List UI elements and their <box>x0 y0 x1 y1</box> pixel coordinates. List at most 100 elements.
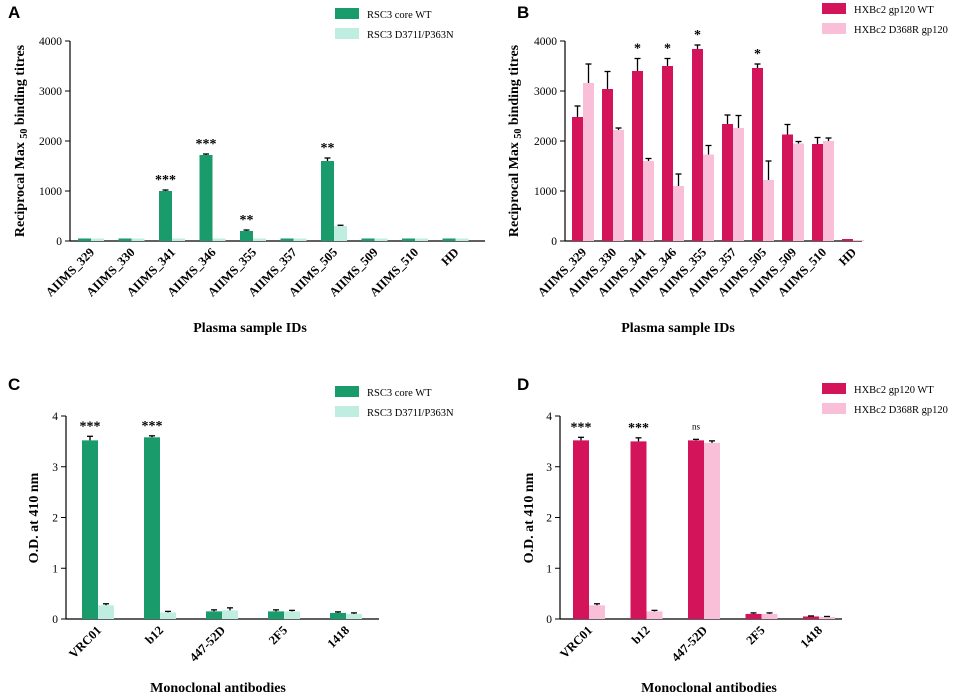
y-tick-label: 0 <box>52 614 58 626</box>
bar-mutant <box>415 238 428 241</box>
legend-label: HXBc2 gp120 WT <box>854 385 934 396</box>
y-tick-label: 0 <box>56 236 62 248</box>
bar-mutant <box>613 130 624 241</box>
bar-wt <box>82 440 98 619</box>
y-tick-label: 1000 <box>39 186 62 198</box>
y-tick-label: 2000 <box>534 136 557 148</box>
y-axis-title: Reciprocal Max 50 binding titres <box>507 44 524 237</box>
y-axis-title-subscript: 50 <box>513 129 524 139</box>
bar-wt <box>803 616 819 619</box>
bar-wt <box>812 144 823 241</box>
y-tick-label: 4 <box>52 411 58 423</box>
bar-wt <box>330 612 346 619</box>
bar-wt <box>842 239 853 241</box>
panel-letter: C <box>8 375 20 394</box>
significance-annotation: * <box>634 42 641 57</box>
y-axis-title: Reciprocal Max 50 binding titres <box>13 44 30 237</box>
legend-swatch-wt <box>335 8 359 19</box>
bar-mutant <box>455 238 469 241</box>
significance-annotation: *** <box>628 421 649 436</box>
x-category-label: 2F5 <box>743 623 767 647</box>
x-category-label: 2F5 <box>266 623 290 647</box>
x-category-label: VRC01 <box>66 623 104 661</box>
panel-C: C 0 1 2 3 4 O.D. at 410 nm Monoclonal antibodie… <box>8 375 454 696</box>
bar-mutant <box>583 83 594 241</box>
bar-mutant <box>763 180 774 241</box>
panel-B: B 0 1000 2000 3000 4000 Reciprocal Max 50 bind… <box>507 3 948 336</box>
bar-wt <box>630 441 647 619</box>
legend-swatch-wt <box>335 386 359 397</box>
y-tick-label: 2000 <box>39 136 62 148</box>
significance-annotation: *** <box>80 419 101 434</box>
y-tick-label: 3000 <box>534 86 557 98</box>
bar-mutant <box>346 613 362 619</box>
bar-wt <box>632 71 643 241</box>
bar-wt <box>572 117 583 241</box>
y-tick-label: 4 <box>546 411 552 423</box>
bar-wt <box>199 155 213 241</box>
significance-annotation: ** <box>240 213 254 228</box>
bar-wt <box>78 238 91 241</box>
legend-swatch-wt <box>822 3 846 14</box>
y-axis-title-part: binding titres <box>507 44 522 128</box>
bar-wt <box>662 66 673 241</box>
y-tick-label: 2 <box>52 513 58 525</box>
bar-wt <box>752 68 763 241</box>
bar-mutant <box>334 226 347 241</box>
legend-swatch-mutant <box>335 28 359 39</box>
x-category-label: HD <box>836 245 859 268</box>
y-tick-label: 0 <box>551 236 557 248</box>
y-tick-label: 4000 <box>39 36 62 48</box>
bar-mutant <box>293 238 307 241</box>
legend-label: RSC3 core WT <box>367 388 432 399</box>
significance-annotation: ns <box>692 421 701 431</box>
bar-wt <box>722 124 733 241</box>
bar-mutant <box>823 141 834 241</box>
bar-mutant <box>733 128 744 241</box>
bar-mutant <box>253 238 266 241</box>
bar-wt <box>280 238 294 241</box>
bar-wt <box>692 49 703 241</box>
bar-wt <box>240 231 253 241</box>
y-axis-title-part: Reciprocal Max <box>507 139 522 238</box>
bar-wt <box>144 437 160 619</box>
y-tick-label: 3 <box>52 462 58 474</box>
bar-wt <box>321 161 334 241</box>
bar-wt <box>602 89 613 241</box>
y-tick-label: 3 <box>546 462 552 474</box>
y-tick-label: 3000 <box>39 86 62 98</box>
bar-mutant <box>222 610 238 619</box>
significance-annotation: *** <box>571 420 592 435</box>
bar-mutant <box>374 238 388 241</box>
y-tick-label: 1 <box>52 563 58 575</box>
legend-label: HXBc2 gp120 WT <box>854 5 934 16</box>
y-axis-title-subscript: 50 <box>19 129 30 139</box>
y-axis-title: O.D. at 410 nm <box>27 472 42 563</box>
bar-wt <box>442 238 456 241</box>
x-axis-title: Monoclonal antibodies <box>150 681 286 696</box>
x-category-label: 447-52D <box>187 623 228 664</box>
y-tick-label: 1000 <box>534 186 557 198</box>
x-category-label: HD <box>438 245 461 268</box>
panel-D: D 0 1 2 3 4 O.D. at 410 nm Monoclonal antibodie… <box>517 375 948 696</box>
significance-annotation: *** <box>142 419 163 434</box>
legend-swatch-mutant <box>822 23 846 34</box>
x-category-label: 1418 <box>325 623 353 651</box>
bar-wt <box>573 440 589 619</box>
y-axis-title-part: binding titres <box>13 44 28 128</box>
bar-wt <box>688 440 704 619</box>
bar-mutant <box>704 442 720 619</box>
bar-mutant <box>646 611 663 619</box>
significance-annotation: * <box>694 28 701 43</box>
y-tick-label: 4000 <box>534 36 557 48</box>
bar-mutant <box>91 238 104 241</box>
y-axis-title: O.D. at 410 nm <box>522 472 537 563</box>
legend-swatch-wt <box>822 383 846 394</box>
y-axis-title-part: Reciprocal Max <box>13 139 28 238</box>
bar-mutant <box>284 611 300 619</box>
legend-label: HXBc2 D368R gp120 <box>854 25 948 36</box>
bar-wt <box>206 611 222 619</box>
y-tick-label: 1 <box>546 563 552 575</box>
bar-mutant <box>703 154 714 241</box>
